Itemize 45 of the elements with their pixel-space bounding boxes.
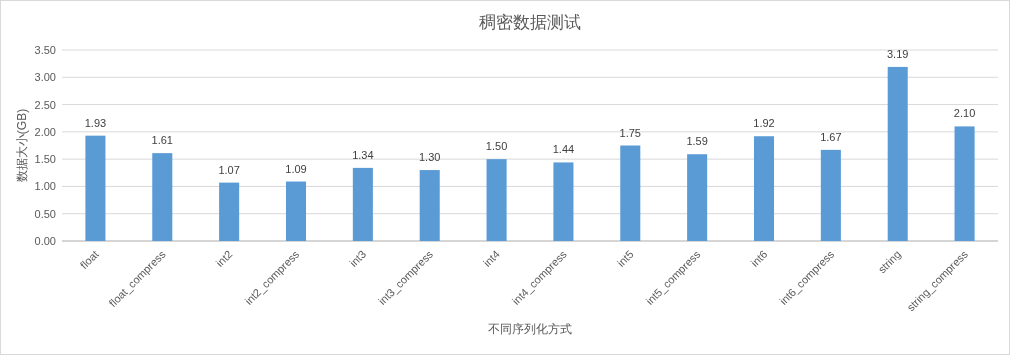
y-tick-label: 0.00	[34, 235, 56, 247]
data-label: 1.59	[686, 135, 708, 148]
x-tick-label: int2	[213, 247, 235, 269]
bar	[152, 153, 173, 241]
data-label: 1.50	[485, 140, 508, 153]
bar	[352, 167, 373, 241]
y-tick-label: 3.00	[34, 71, 56, 84]
bar	[753, 136, 775, 241]
bar	[687, 154, 708, 241]
bar	[620, 145, 641, 241]
data-label: 1.61	[151, 134, 173, 147]
data-label: 1.34	[352, 148, 374, 161]
y-axis-title: 数据大小(GB)	[15, 108, 29, 183]
bar	[85, 135, 106, 241]
x-tick-label: float	[77, 247, 101, 272]
bar	[219, 182, 240, 241]
data-label: 1.07	[218, 163, 240, 176]
x-tick-label: int5	[614, 247, 636, 269]
bar	[486, 159, 507, 241]
data-label: 1.75	[619, 126, 641, 139]
y-tick-label: 1.00	[34, 180, 56, 193]
data-label: 3.19	[887, 47, 909, 60]
bar	[419, 170, 440, 241]
data-label: 1.44	[552, 143, 575, 156]
data-label: 1.93	[84, 116, 107, 129]
y-tick-label: 2.50	[34, 98, 56, 111]
data-label: 1.09	[285, 162, 307, 175]
data-label: 1.92	[753, 117, 775, 130]
bar	[887, 66, 908, 241]
chart-title: 稠密数据测试	[479, 13, 581, 32]
data-label: 1.30	[419, 151, 441, 164]
y-tick-label: 2.00	[34, 125, 56, 138]
x-tick-label: int6	[748, 247, 770, 269]
x-axis-title: 不同序列化方式	[488, 322, 572, 336]
x-tick-label: int3	[347, 247, 369, 269]
x-tick-label: int4	[480, 247, 502, 269]
data-label: 2.10	[953, 107, 976, 120]
y-tick-label: 0.50	[34, 207, 56, 220]
bar	[285, 181, 307, 241]
y-tick-label: 3.50	[34, 44, 56, 56]
y-tick-label: 1.50	[34, 153, 56, 166]
bar	[553, 162, 574, 241]
bar	[954, 126, 975, 241]
bar	[820, 149, 841, 241]
data-label: 1.67	[820, 130, 842, 143]
